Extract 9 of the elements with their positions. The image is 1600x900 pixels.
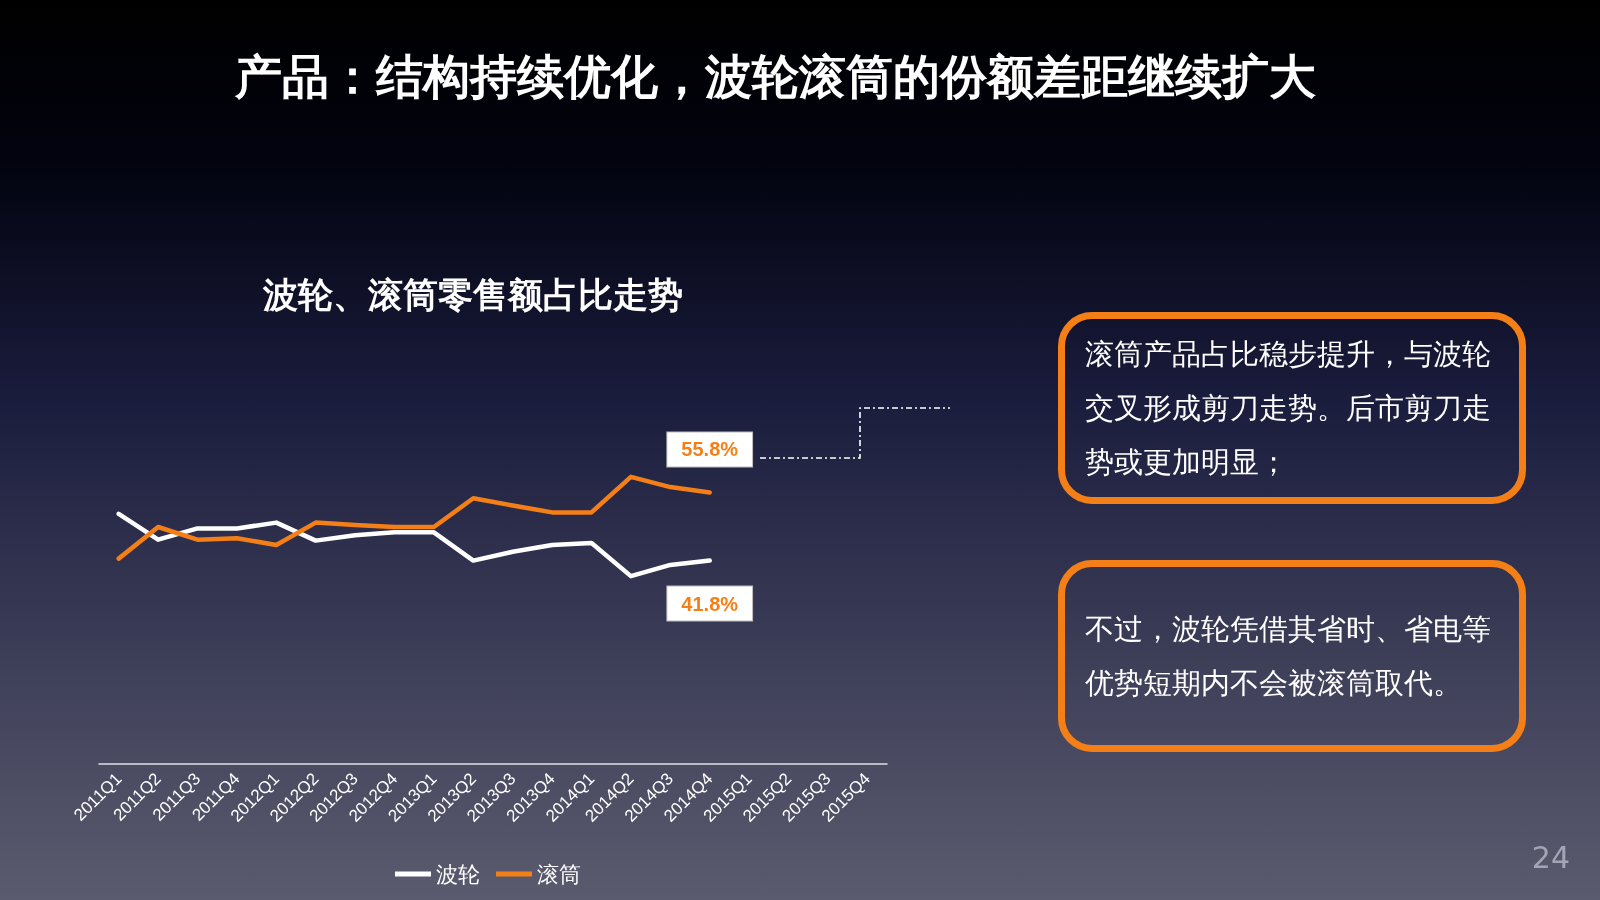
text: 24: [1531, 840, 1570, 875]
text: 滚筒产品占比稳步提升，与波轮交叉形成剪刀走势。后市剪刀走势或更加明显；: [1058, 312, 1526, 504]
legend-label: 滚筒: [537, 861, 581, 887]
data-label: 55.8%: [681, 438, 739, 461]
chart-title: 产品：结构持续优化，波轮滚筒的份额差距继续扩大: [234, 50, 1316, 103]
data-label: 41.8%: [681, 592, 739, 615]
text: 不过，波轮凭借其省时、省电等优势短期内不会被滚筒取代。: [1058, 560, 1526, 752]
legend-label: 波轮: [436, 861, 480, 887]
chart-subtitle: 波轮、滚筒零售额占比走势: [262, 275, 683, 314]
